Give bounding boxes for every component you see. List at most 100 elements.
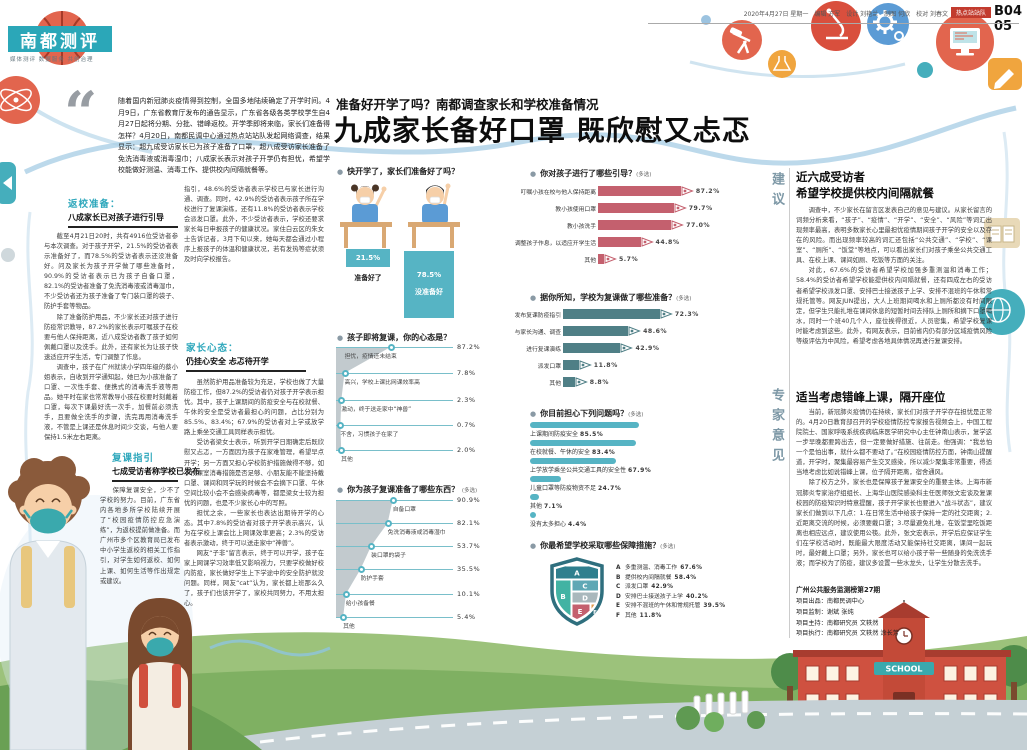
pencil-tip-icon	[620, 343, 634, 353]
chart-mindset: 87.2 担忧，疫情还未结束 7.8 高兴，学校上课比网课效率高 2.3 激动，…	[336, 341, 488, 463]
chart-mindset-title: ● 孩子即将复课，你的心态是？	[337, 333, 452, 342]
section-guideline: 复课指引 七成受访者称学校已发布	[112, 450, 232, 482]
chart-school-prep-title: ● 据你所知，学校为复课做了哪些准备？(多选)	[530, 293, 692, 302]
kid-girl-illustration	[340, 184, 392, 248]
legend-item: E 安排不混班的午休和常规托管 39.5	[616, 600, 726, 610]
pencil-tip-icon	[641, 237, 654, 247]
student-girl	[128, 598, 192, 750]
right-body-2: 当前，新冠肺炎疫情仍在持续，家长们对孩子开学存在担忧是正常的。4月20日教育部召…	[796, 409, 992, 567]
dot-icon	[1, 248, 15, 262]
student-boy	[8, 456, 90, 750]
section-kicker: 复课指引	[112, 453, 155, 464]
right-header-2: 适当考虑错峰上课，隔开座位	[796, 390, 946, 404]
bar-row: 发布复课防疫指引 72.3	[497, 308, 699, 320]
section-subtitle: 七成受访者称学校已发布	[112, 467, 200, 476]
brand-tagline: 媒体测评 数据服务 共创治理	[10, 57, 94, 63]
book-icon	[984, 218, 1020, 248]
page-number: B04 05	[994, 4, 1022, 34]
funnel-shape	[336, 347, 391, 450]
legend-item: F 其他 11.8	[616, 610, 726, 620]
bar-row: 儿童口罩等防疫物资不足 24.7	[530, 476, 621, 492]
bush	[704, 712, 724, 732]
continuation-text: 指引，48.6%的受访者表示学校已与家长进行沟通、调查。同时，42.9%的受访者…	[184, 186, 324, 264]
bullet-icon: ●	[530, 294, 537, 302]
flask-icon	[768, 50, 796, 78]
svg-text:D: D	[582, 595, 588, 603]
section-parent-mindset: 家长心态： 仍挂心安全 忐忑待开学	[186, 340, 326, 372]
bar-row: 其他 7.1	[530, 494, 563, 510]
bar-row: 上学放学乘坐公共交通工具的安全性 67.9	[530, 458, 651, 474]
svg-text:C: C	[582, 583, 587, 591]
bar-row: 没有太多担心 4.4	[530, 512, 587, 528]
section-subtitle: 仍挂心安全 忐忑待开学	[186, 357, 269, 366]
section-kicker: 家长心态：	[186, 343, 239, 354]
section-rule	[112, 480, 178, 482]
suggestion-tag: 建议	[769, 172, 784, 212]
shield-graphic: A B C D E F	[550, 557, 604, 626]
column-divider	[789, 168, 790, 638]
platform-badge: 热点站站队	[951, 7, 991, 18]
pencil-tip-icon	[575, 377, 588, 387]
intro-paragraph: 随着国内新冠肺炎疫情得到控制，全国多地陆续确定了开学时间。4月9日，广东省教育厅…	[118, 97, 330, 175]
pencil-tip-icon	[579, 360, 592, 370]
quote-mark-icon: “	[64, 79, 98, 147]
svg-text:E: E	[578, 608, 583, 616]
pencil-tip-icon	[671, 220, 685, 230]
right-header-1: 近六成受访者 希望学校提供校内间隔就餐	[796, 170, 934, 200]
bush	[747, 711, 765, 729]
page-title: 九成家长备好口罩 既欣慰又忐忑	[334, 114, 751, 147]
megaphone-icon	[0, 162, 16, 204]
brand-logo: 南都测评	[8, 26, 112, 52]
chart-supplies: 90.9 自备口罩 82.1 免洗消毒液或消毒湿巾 53.7 装口罩的袋子 35…	[336, 494, 488, 630]
dot-icon	[917, 62, 933, 78]
masked-students-illustration	[0, 456, 193, 750]
telescope-icon	[722, 20, 762, 60]
header-rule	[648, 23, 1019, 24]
section-guideline-body: 保障复课安全，少不了学校的努力。目前，广东省内各地多所学校陆续开展了“校园疫情防…	[100, 487, 180, 585]
chart-ready-title: ● 快开学了，家长们准备好了吗？	[337, 167, 460, 176]
section-kicker: 返校准备：	[68, 199, 121, 210]
bar-row: 在校就餐、午休的安全 83.4	[530, 440, 636, 456]
svg-text:B: B	[560, 593, 565, 601]
bullet-icon: ●	[337, 486, 344, 494]
dot-icon	[701, 15, 711, 25]
svg-text:A: A	[574, 570, 580, 578]
ready-yes-bar: 21.5	[346, 249, 390, 268]
svg-text:SCHOOL: SCHOOL	[885, 665, 922, 674]
bullet-icon: ●	[337, 168, 344, 176]
legend-item: C 派发口罩 42.9	[616, 581, 726, 591]
pencil-tip-icon	[604, 254, 617, 264]
bullet-icon: ●	[530, 170, 537, 178]
chart-guidance-title: ● 你对孩子进行了哪些引导？(多选)	[530, 169, 652, 178]
dateline: 2020年4月27日 星期一 编辑 方军 设计 刘艳兰 制图 何欣 校对 刘春文	[743, 11, 948, 18]
bar-row: 教小孩洗手 77.0	[512, 219, 710, 231]
microscope-icon	[811, 1, 861, 51]
ready-yes-label: 准备好了	[354, 274, 382, 282]
right-body-1: 调查中，不少家长在留言区发表自己的意见与建议。从家长留言的词频分析来看，“孩子”…	[796, 207, 992, 345]
svg-text:F: F	[593, 610, 597, 616]
bar-row: 教小孩使用口罩 79.7	[512, 202, 713, 214]
headline-kicker: 准备好开学了吗？南都调查家长和学校准备情况	[336, 97, 599, 112]
legend-item: A 多重测温、消毒工作 67.6	[616, 562, 726, 572]
bar-row: 调整孩子作息，以适应开学生活 44.8	[512, 236, 680, 248]
gear-icon	[867, 3, 909, 45]
ready-no-bar: 78.5 没准备好	[404, 251, 454, 318]
kid-boy-illustration	[408, 183, 460, 248]
chart-worries-title: ● 你目前担心下列问题吗？(多选)	[530, 409, 644, 418]
funnel-shape	[336, 500, 393, 617]
bullet-icon: ●	[530, 542, 537, 550]
section-parent-mindset-body: 虽然防护用品准备较为充足，学校也做了大量防疫工作，但87.2%的受访者仍对孩子开…	[184, 379, 324, 608]
section-rule	[186, 370, 306, 372]
bar-row: 其他 5.7	[512, 253, 638, 265]
computer-icon	[936, 13, 994, 71]
pencil-icon	[988, 58, 1022, 90]
kids-at-desk-illustration	[340, 183, 460, 248]
pencil-tip-icon	[628, 326, 642, 336]
chart-supplies-title: ● 你为孩子复课准备了哪些东西？ (多选)	[337, 485, 478, 494]
bar-row: 与家长沟通、调查 48.6	[497, 325, 667, 337]
bush	[676, 706, 700, 730]
legend-item: B 提供校内间隔就餐 58.4	[616, 572, 726, 582]
legend-item: D 安排巴士接送孩子上学 40.2	[616, 591, 726, 601]
